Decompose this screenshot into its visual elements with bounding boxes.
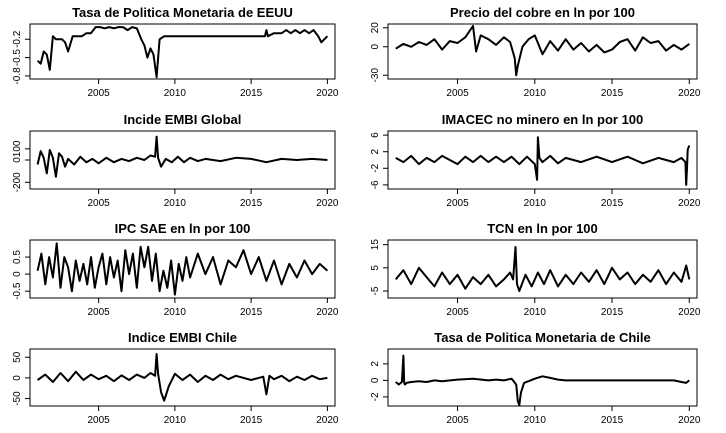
- chart-title: Tasa de Politica Monetaria de Chile: [434, 330, 651, 345]
- y-tick-label: 50: [12, 351, 23, 363]
- series-line: [36, 242, 329, 296]
- x-tick-label: 2015: [601, 88, 624, 99]
- chart-title: TCN en ln por 100: [487, 221, 598, 236]
- y-tick-label: 20: [370, 22, 381, 34]
- series-line: [395, 136, 691, 186]
- plot-frame: [387, 348, 698, 407]
- y-tick-label: -0.8: [12, 67, 23, 85]
- y-tick-label: 2: [370, 361, 381, 367]
- x-tick-label: 2005: [88, 307, 111, 318]
- x-tick-label: 2015: [240, 307, 263, 318]
- y-tick-label: -0.5: [12, 49, 23, 67]
- y-tick-label: 0: [12, 157, 23, 163]
- chart-panel: Tasa de Politica Monetaria de EEUU 2005 20…: [12, 5, 339, 99]
- x-tick-label: 2005: [446, 307, 469, 318]
- chart-title: Tasa de Politica Monetaria de EEUU: [72, 5, 293, 20]
- x-tick-label: 2015: [240, 198, 263, 209]
- plot-frame: [29, 348, 336, 407]
- x-tick-label: 2005: [446, 88, 469, 99]
- x-tick-label: 2005: [88, 88, 111, 99]
- chart-panel: TCN en ln por 100 2005 2010 2015 2020 -5 5 15: [370, 221, 701, 318]
- x-tick-label: 2020: [316, 88, 339, 99]
- x-tick-label: 2005: [446, 198, 469, 209]
- chart-panel: Precio del cobre en ln por 100 2005 2010 20…: [370, 5, 701, 99]
- y-tick-label: -2: [370, 392, 381, 401]
- x-tick-label: 2010: [164, 415, 187, 426]
- x-tick-label: 2020: [678, 307, 701, 318]
- x-tick-label: 2015: [601, 307, 624, 318]
- series-line: [395, 24, 690, 77]
- x-tick-label: 2010: [164, 307, 187, 318]
- y-tick-label: -0.2: [12, 30, 23, 48]
- y-tick-label: -0.5: [12, 282, 23, 300]
- y-tick-label: 0: [12, 271, 23, 277]
- y-tick-label: 5: [370, 265, 381, 271]
- y-tick-label: -2: [370, 163, 381, 172]
- x-tick-label: 2010: [524, 307, 547, 318]
- chart-panel: Incide EMBI Global 2005 2010 2015 2020 -200 01…: [12, 112, 339, 209]
- x-tick-label: 2015: [601, 415, 624, 426]
- series-line: [395, 354, 690, 407]
- chart-panel: Tasa de Politica Monetaria de Chile 2005 2…: [370, 330, 701, 426]
- y-tick-label: -5: [370, 286, 381, 295]
- x-tick-label: 2010: [164, 88, 187, 99]
- plot-frame: [387, 130, 698, 190]
- x-tick-label: 2010: [164, 198, 187, 209]
- x-tick-label: 2020: [316, 415, 339, 426]
- x-tick-label: 2020: [316, 198, 339, 209]
- y-tick-label: 0: [370, 44, 381, 50]
- y-tick-label: 2: [370, 148, 381, 154]
- chart-title: Indice EMBI Chile: [128, 330, 237, 345]
- y-tick-label: 0: [12, 375, 23, 381]
- chart-title: Incide EMBI Global: [124, 112, 242, 127]
- plot-frame: [29, 239, 336, 299]
- x-tick-label: 2005: [446, 415, 469, 426]
- x-tick-label: 2020: [678, 198, 701, 209]
- x-tick-label: 2010: [524, 198, 547, 209]
- y-tick-label: 6: [370, 132, 381, 138]
- y-tick-label: 0: [370, 377, 381, 383]
- chart-title: Precio del cobre en ln por 100: [450, 5, 635, 20]
- y-tick-label: -6: [370, 180, 381, 189]
- series-line: [36, 26, 329, 79]
- plot-frame: [387, 239, 698, 299]
- x-tick-label: 2015: [240, 415, 263, 426]
- y-tick-label: -50: [12, 391, 23, 406]
- chart-panel: IPC SAE en ln por 100 2005 2010 2015 2020 -0.…: [12, 221, 339, 318]
- chart-title: IPC SAE en ln por 100: [115, 221, 251, 236]
- chart-panel: Indice EMBI Chile 2005 2010 2015 2020 -50 0 50: [12, 330, 339, 426]
- x-tick-label: 2020: [678, 88, 701, 99]
- x-tick-label: 2020: [678, 415, 701, 426]
- series-line: [36, 135, 328, 178]
- series-line: [394, 246, 691, 292]
- plot-frame: [29, 23, 336, 80]
- x-tick-label: 2015: [601, 198, 624, 209]
- y-tick-label: 0.5: [12, 250, 23, 264]
- chart-title: IMACEC no minero en ln por 100: [442, 112, 644, 127]
- x-tick-label: 2005: [88, 198, 111, 209]
- x-tick-label: 2010: [524, 88, 547, 99]
- y-tick-label: -30: [370, 68, 381, 83]
- x-tick-label: 2015: [240, 88, 263, 99]
- y-tick-label: 15: [370, 239, 381, 251]
- y-tick-label: 100: [12, 140, 23, 157]
- series-line: [37, 353, 328, 402]
- x-tick-label: 2020: [316, 307, 339, 318]
- x-tick-label: 2005: [88, 415, 111, 426]
- x-tick-label: 2010: [524, 415, 547, 426]
- chart-panel: IMACEC no minero en ln por 100 2005 2010 20…: [370, 112, 701, 209]
- y-tick-label: -200: [12, 172, 23, 192]
- plot-frame: [387, 23, 698, 80]
